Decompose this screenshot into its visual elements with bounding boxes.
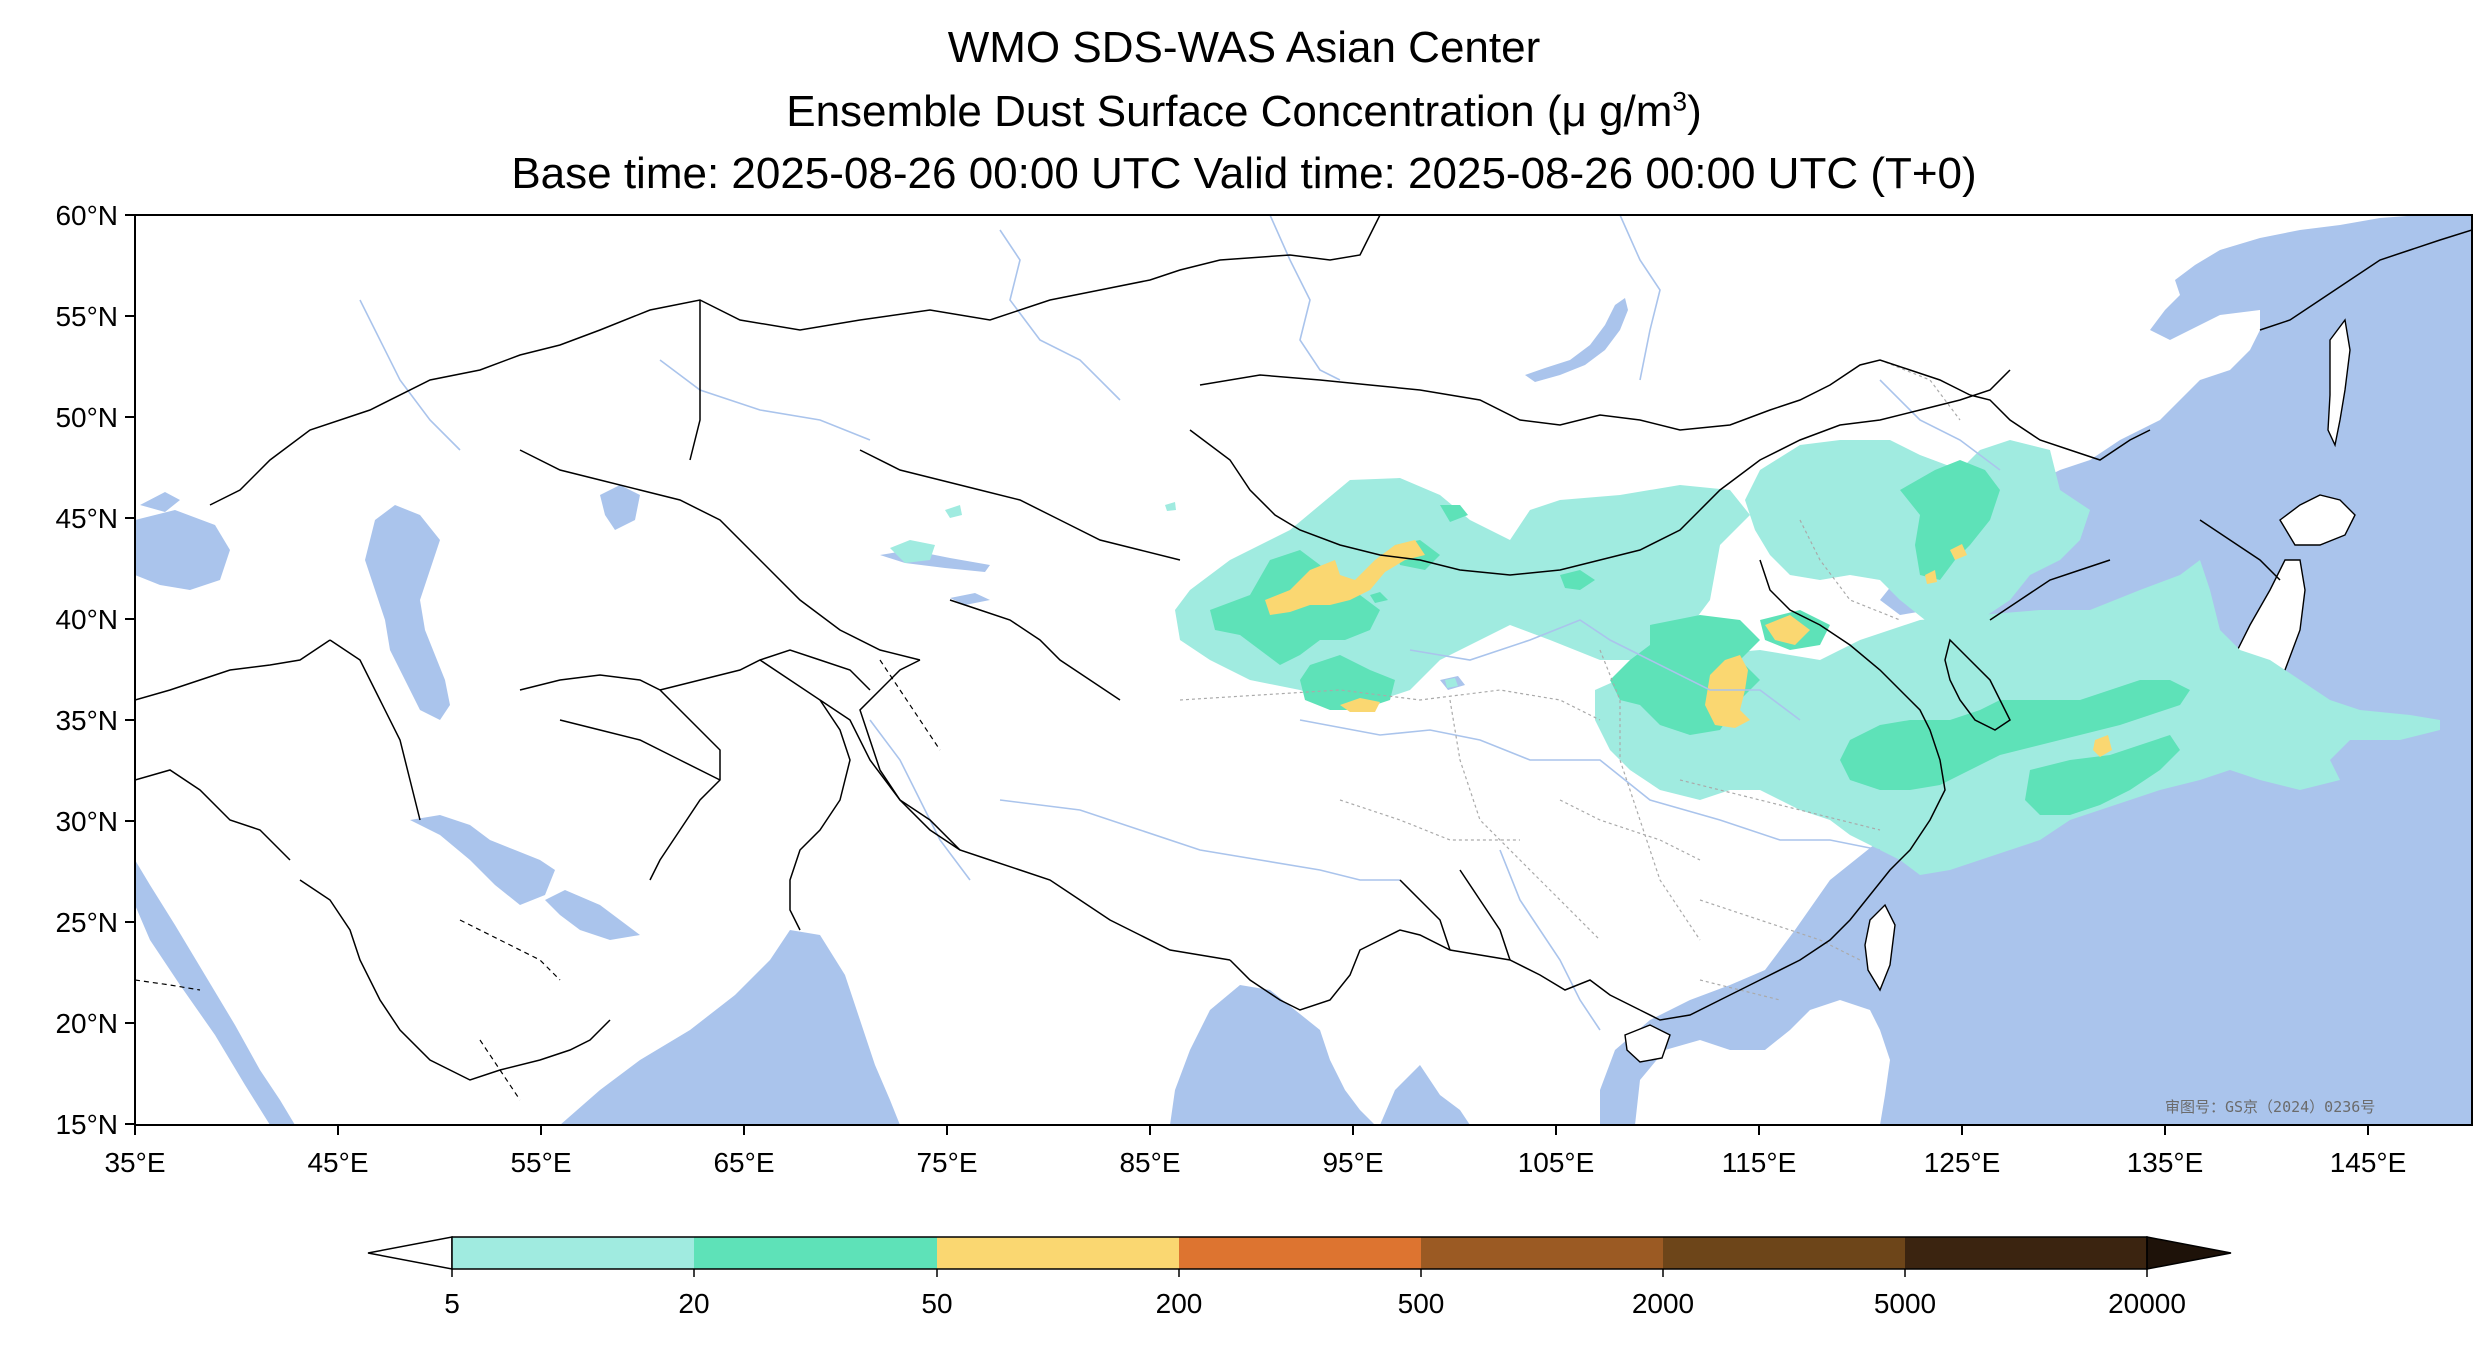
colorbar-label: 2000 <box>1632 1288 1694 1319</box>
longitude-axis: 35°E 45°E 55°E 65°E 75°E 85°E 95°E 105°E… <box>104 1125 2406 1178</box>
lon-label: 145°E <box>2330 1147 2407 1178</box>
colorbar-under-arrow <box>367 1236 453 1270</box>
arabian-sea <box>560 930 900 1125</box>
river-layer <box>359 215 2001 1031</box>
subtitle-suffix: ) <box>1687 87 1702 136</box>
hainan <box>1624 1024 1671 1063</box>
taiwan <box>1864 903 1896 992</box>
colorbar-outline <box>451 1236 2148 1270</box>
lon-label: 115°E <box>1722 1147 1797 1178</box>
bay-of-bengal <box>1170 985 1375 1125</box>
colorbar-label: 50 <box>921 1288 952 1319</box>
colorbar-label: 5 <box>444 1288 460 1319</box>
colorbar-label: 5000 <box>1874 1288 1936 1319</box>
disputed-boundaries <box>135 659 941 1101</box>
lon-label: 95°E <box>1322 1147 1383 1178</box>
colorbar-bin <box>1663 1237 1905 1269</box>
sakhalin <box>2327 318 2351 448</box>
gulf-of-oman <box>545 890 640 940</box>
colorbar-label: 200 <box>1156 1288 1203 1319</box>
aral-sea <box>600 485 640 530</box>
lon-label: 75°E <box>916 1147 977 1178</box>
sea-of-azov <box>140 492 180 512</box>
japan-hokkaido <box>2279 494 2356 546</box>
colorbar-label: 20 <box>678 1288 709 1319</box>
black-sea <box>135 510 230 590</box>
dust-concentration-layer <box>890 440 2440 875</box>
lon-label: 55°E <box>510 1147 571 1178</box>
colorbar-over-arrow <box>2146 1236 2232 1270</box>
lon-label: 125°E <box>1924 1147 2001 1178</box>
map-panel: 审图号：GS京（2024）0236号 <box>135 215 2472 1125</box>
colorbar-bin <box>1905 1237 2147 1269</box>
longitude-ticks <box>134 1125 2369 1135</box>
lat-label: 45°N <box>55 503 118 534</box>
issyk-kul <box>950 593 990 605</box>
lon-label: 35°E <box>104 1147 165 1178</box>
lat-label: 55°N <box>55 301 118 332</box>
map-time-line: Base time: 2025-08-26 00:00 UTC Valid ti… <box>511 149 1977 198</box>
caspian-sea <box>365 505 450 720</box>
dust-50-200-ugm3 <box>1265 540 2112 757</box>
subtitle-unit-exponent: 3 <box>1672 86 1688 117</box>
red-sea <box>135 860 295 1125</box>
colorbar-bin <box>1421 1237 1663 1269</box>
lat-label: 15°N <box>55 1109 118 1140</box>
colorbar-bin <box>452 1237 694 1269</box>
colorbar-bin <box>937 1237 1179 1269</box>
map-subtitle: Ensemble Dust Surface Concentration (μ g… <box>0 86 2488 138</box>
lon-label: 105°E <box>1518 1147 1595 1178</box>
colorbar-label: 500 <box>1398 1288 1445 1319</box>
lat-label: 20°N <box>55 1008 118 1039</box>
latitude-ticks <box>125 214 135 1125</box>
subtitle-unit: μ g/m <box>1561 87 1673 136</box>
persian-gulf <box>410 815 555 905</box>
latitude-axis: 60°N 55°N 50°N 45°N 40°N 35°N 30°N 25°N … <box>55 200 135 1140</box>
lon-label: 135°E <box>2127 1147 2204 1178</box>
lake-baikal <box>1525 298 1628 382</box>
lat-label: 35°N <box>55 705 118 736</box>
colorbar-label: 20000 <box>2108 1288 2186 1319</box>
map-approval-watermark: 审图号：GS京（2024）0236号 <box>2165 1098 2375 1116</box>
country-boundaries <box>135 215 2472 1081</box>
lon-label: 85°E <box>1119 1147 1180 1178</box>
lat-label: 40°N <box>55 604 118 635</box>
province-boundaries <box>1179 359 1961 1001</box>
lon-label: 45°E <box>307 1147 368 1178</box>
colorbar-bin <box>694 1237 937 1269</box>
colorbar-ticks <box>451 1269 2148 1277</box>
map-frame <box>134 214 2473 1126</box>
colorbar: 5 20 50 200 500 2000 5000 20000 <box>367 1236 2232 1319</box>
lon-label: 65°E <box>713 1147 774 1178</box>
lat-label: 30°N <box>55 806 118 837</box>
lat-label: 60°N <box>55 200 118 231</box>
lat-label: 25°N <box>55 907 118 938</box>
colorbar-bin <box>1179 1237 1421 1269</box>
map-title: WMO SDS-WAS Asian Center <box>947 23 1541 72</box>
lat-label: 50°N <box>55 402 118 433</box>
subtitle-prefix: Ensemble Dust Surface Concentration ( <box>786 87 1562 136</box>
andaman-sea <box>1380 1065 1470 1125</box>
